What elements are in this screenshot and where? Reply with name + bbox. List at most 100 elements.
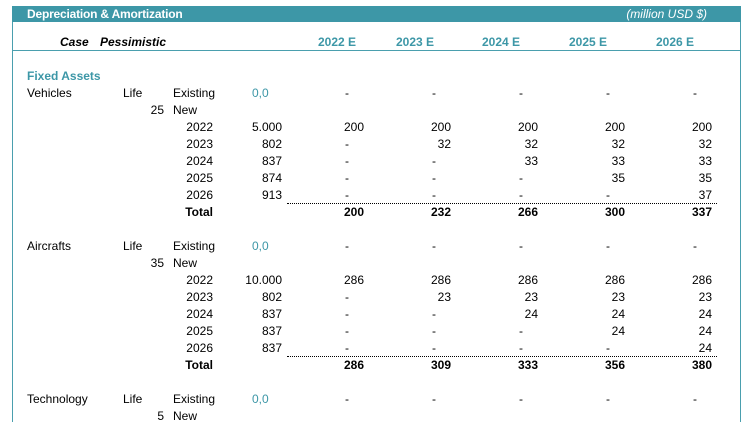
- existing-value-input[interactable]: 0,0: [252, 86, 269, 100]
- year-header-2: 2024 E: [481, 35, 521, 49]
- header-divider: [12, 50, 741, 51]
- depreciation-cell: -: [432, 341, 436, 355]
- depreciation-cell: 33: [611, 154, 625, 168]
- existing-label: Existing: [173, 86, 216, 100]
- capex-value: 913: [261, 188, 282, 202]
- depreciation-cell: 23: [437, 290, 451, 304]
- existing-cell: -: [693, 392, 697, 406]
- existing-cell: -: [432, 86, 436, 100]
- total-cell: 266: [517, 205, 538, 219]
- existing-cell: -: [693, 239, 697, 253]
- year-header-0: 2022 E: [317, 35, 357, 49]
- existing-cell: -: [519, 86, 523, 100]
- investment-year: 2024: [186, 154, 213, 168]
- case-value[interactable]: Pessimistic: [100, 35, 167, 49]
- life-years-input[interactable]: 35: [150, 256, 164, 270]
- investment-year: 2022: [186, 120, 213, 134]
- depreciation-cell: -: [519, 171, 523, 185]
- total-cell: 333: [517, 358, 538, 372]
- new-label: New: [173, 409, 198, 423]
- depreciation-cell: 33: [524, 154, 538, 168]
- depreciation-cell: -: [345, 137, 349, 151]
- depreciation-cell: 23: [524, 290, 538, 304]
- year-header-4: 2026 E: [655, 35, 695, 49]
- depreciation-cell: -: [345, 307, 349, 321]
- existing-cell: -: [345, 86, 349, 100]
- section-title-fixed-assets: Fixed Assets: [27, 69, 101, 83]
- total-label: Total: [185, 358, 213, 372]
- capex-value: 10.000: [245, 273, 282, 287]
- depreciation-cell: 24: [524, 307, 538, 321]
- unit-label: (million USD $): [626, 7, 707, 21]
- depreciation-cell: -: [432, 307, 436, 321]
- year-header-3: 2025 E: [568, 35, 608, 49]
- total-cell: 309: [430, 358, 451, 372]
- depreciation-cell: -: [432, 171, 436, 185]
- title-bar: Depreciation & Amortization (million USD…: [12, 6, 741, 22]
- capex-value: 837: [261, 154, 282, 168]
- depreciation-cell: -: [606, 341, 610, 355]
- total-cell: 380: [691, 358, 712, 372]
- life-years-input[interactable]: 25: [150, 103, 164, 117]
- existing-cell: -: [519, 239, 523, 253]
- total-cell: 232: [430, 205, 451, 219]
- capex-value: 874: [261, 171, 282, 185]
- depreciation-cell: 32: [698, 137, 712, 151]
- asset-name: Aircrafts: [27, 239, 72, 253]
- existing-cell: -: [345, 392, 349, 406]
- depreciation-cell: 33: [698, 154, 712, 168]
- depreciation-cell: 24: [611, 307, 625, 321]
- capex-value: 5.000: [251, 120, 282, 134]
- new-label: New: [173, 103, 198, 117]
- depreciation-cell: 24: [698, 324, 712, 338]
- depreciation-cell: 200: [691, 120, 712, 134]
- depreciation-cell: 200: [430, 120, 451, 134]
- investment-year: 2025: [186, 324, 213, 338]
- investment-year: 2023: [186, 137, 213, 151]
- depreciation-cell: 37: [698, 188, 712, 202]
- total-separator: [287, 356, 717, 357]
- total-cell: 300: [604, 205, 625, 219]
- depreciation-cell: 35: [611, 171, 625, 185]
- life-label: Life: [123, 239, 143, 253]
- existing-label: Existing: [173, 392, 216, 406]
- existing-value-input[interactable]: 0,0: [252, 392, 269, 406]
- depreciation-cell: 23: [698, 290, 712, 304]
- total-label: Total: [185, 205, 213, 219]
- asset-name: Vehicles: [27, 86, 72, 100]
- depreciation-cell: 24: [611, 324, 625, 338]
- year-header-1: 2023 E: [395, 35, 435, 49]
- existing-cell: -: [345, 239, 349, 253]
- existing-cell: -: [606, 239, 610, 253]
- depreciation-cell: -: [345, 188, 349, 202]
- existing-cell: -: [606, 86, 610, 100]
- depreciation-cell: 286: [691, 273, 712, 287]
- depreciation-cell: 286: [343, 273, 364, 287]
- depreciation-cell: -: [432, 188, 436, 202]
- depreciation-cell: 286: [430, 273, 451, 287]
- frame-right-border: [740, 22, 741, 422]
- new-label: New: [173, 256, 198, 270]
- existing-cell: -: [519, 392, 523, 406]
- existing-cell: -: [693, 86, 697, 100]
- depreciation-cell: 35: [698, 171, 712, 185]
- frame-left-border: [12, 22, 13, 422]
- existing-value-input[interactable]: 0,0: [252, 239, 269, 253]
- capex-value: 837: [261, 341, 282, 355]
- total-cell: 356: [604, 358, 625, 372]
- investment-year: 2026: [186, 188, 213, 202]
- depreciation-cell: 24: [698, 307, 712, 321]
- depreciation-cell: 200: [604, 120, 625, 134]
- life-years-input[interactable]: 5: [157, 409, 164, 423]
- investment-year: 2025: [186, 171, 213, 185]
- total-cell: 337: [691, 205, 712, 219]
- depreciation-cell: 32: [611, 137, 625, 151]
- capex-value: 802: [261, 137, 282, 151]
- total-cell: 200: [343, 205, 364, 219]
- depreciation-cell: -: [345, 324, 349, 338]
- capex-value: 837: [261, 324, 282, 338]
- asset-name: Technology e: [27, 392, 91, 406]
- depreciation-cell: 23: [611, 290, 625, 304]
- life-label: Life: [123, 392, 143, 406]
